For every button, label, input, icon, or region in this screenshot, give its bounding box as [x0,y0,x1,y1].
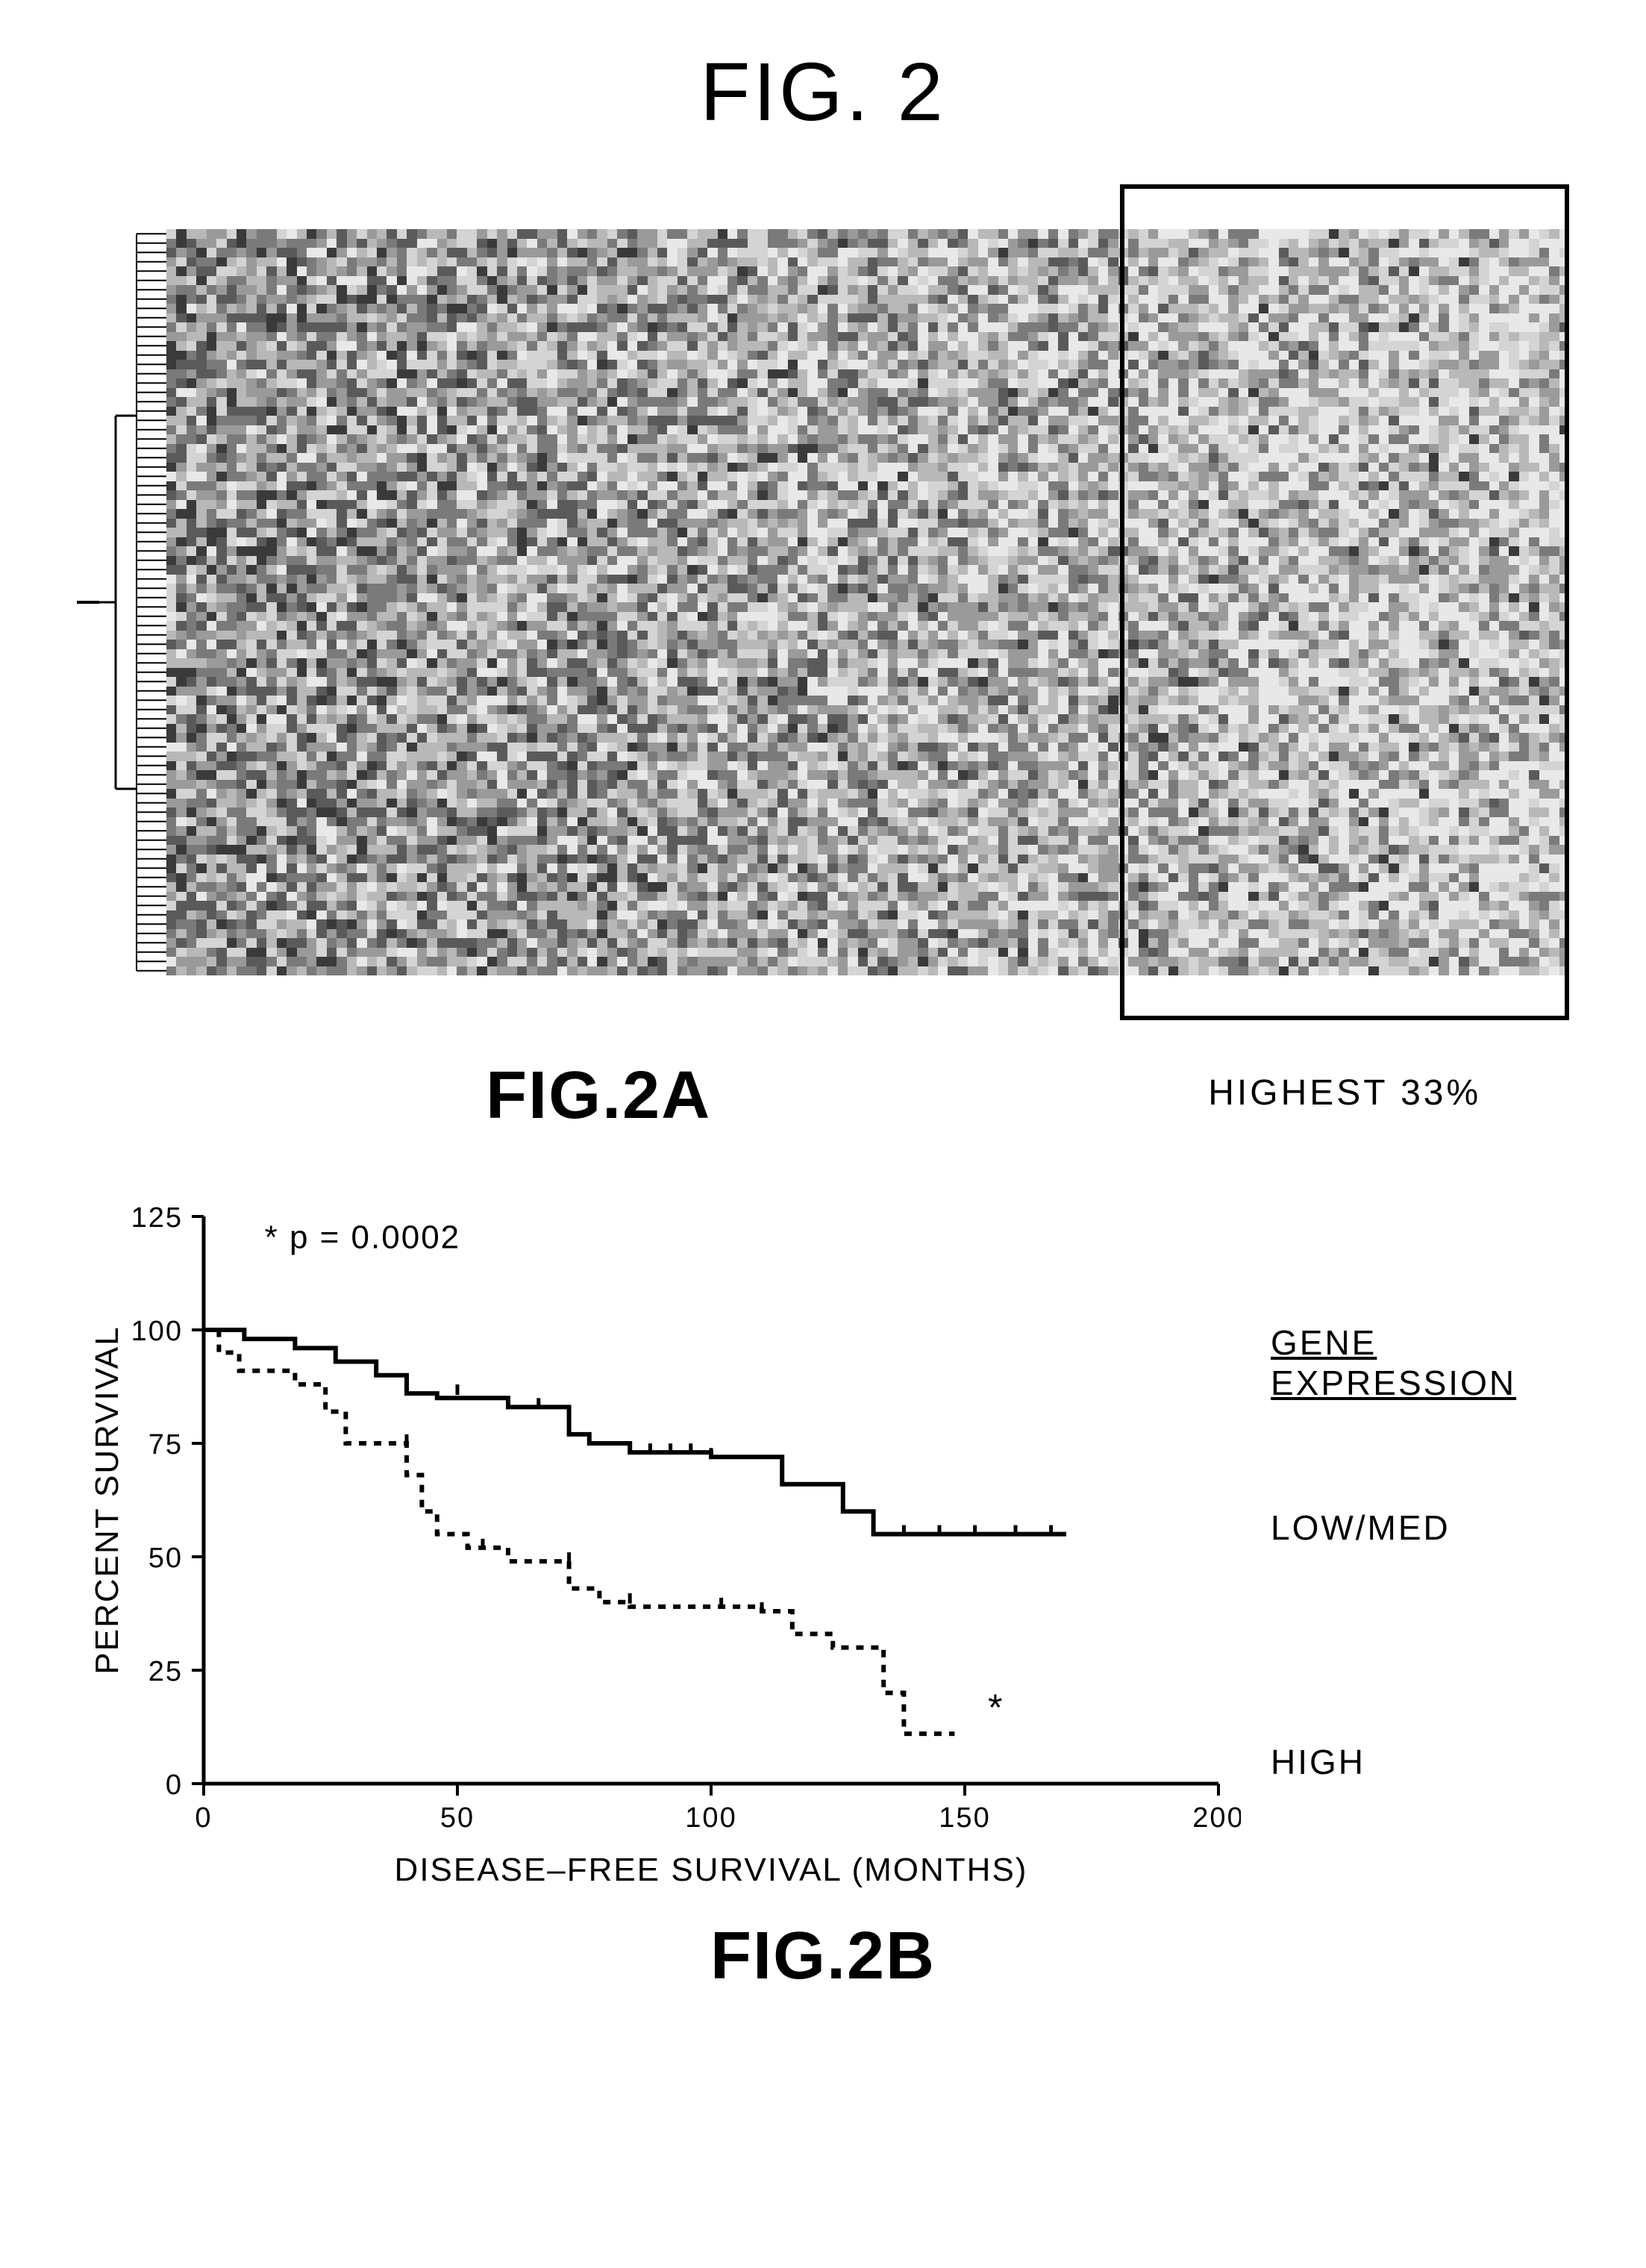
svg-text:50: 50 [440,1802,475,1834]
legend-lowmed: LOW/MED [1271,1508,1569,1548]
heatmap-frame [77,184,1569,1043]
legend-title: GENE EXPRESSION [1271,1322,1569,1403]
km-svg: 0 25 50 75 100 125 0 50 100 150 200 DISEASE–FREE SU… [77,1194,1241,1911]
panel-a-caption: FIG.2A [77,1058,1120,1134]
svg-text:PERCENT SURVIVAL: PERCENT SURVIVAL [89,1325,125,1674]
svg-text:* p = 0.0002: * p = 0.0002 [265,1219,461,1256]
svg-text:DISEASE–FREE SURVIVAL (MONTHS): DISEASE–FREE SURVIVAL (MONTHS) [395,1852,1028,1888]
panel-b-caption: FIG.2B [77,1918,1569,1995]
dendrogram-lines [99,229,166,975]
svg-text:75: 75 [148,1429,183,1461]
figure-title: FIG. 2 [45,45,1601,140]
panel-b: 0 25 50 75 100 125 0 50 100 150 200 DISEASE–FREE SU… [77,1194,1569,1995]
km-legend: GENE EXPRESSION LOW/MED HIGH [1271,1322,1569,1782]
svg-text:0: 0 [195,1802,212,1834]
svg-text:200: 200 [1192,1802,1241,1834]
highlight-label: HIGHEST 33% [1120,1058,1569,1113]
panel-a: FIG.2A HIGHEST 33% [77,184,1569,1134]
svg-text:125: 125 [131,1202,183,1234]
dendrogram-root-line [77,601,99,604]
legend-high: HIGH [1271,1742,1569,1782]
svg-text:100: 100 [131,1316,183,1347]
dendrogram [77,229,166,975]
svg-text:50: 50 [148,1543,183,1574]
svg-text:*: * [988,1687,1002,1728]
svg-text:25: 25 [148,1656,183,1687]
svg-text:150: 150 [939,1802,990,1834]
svg-text:0: 0 [166,1769,183,1801]
svg-text:100: 100 [685,1802,736,1834]
km-chart: 0 25 50 75 100 125 0 50 100 150 200 DISEASE–FREE SU… [77,1194,1241,1911]
panel-a-captions: FIG.2A HIGHEST 33% [77,1058,1569,1134]
heatmap-grid [166,229,1569,975]
